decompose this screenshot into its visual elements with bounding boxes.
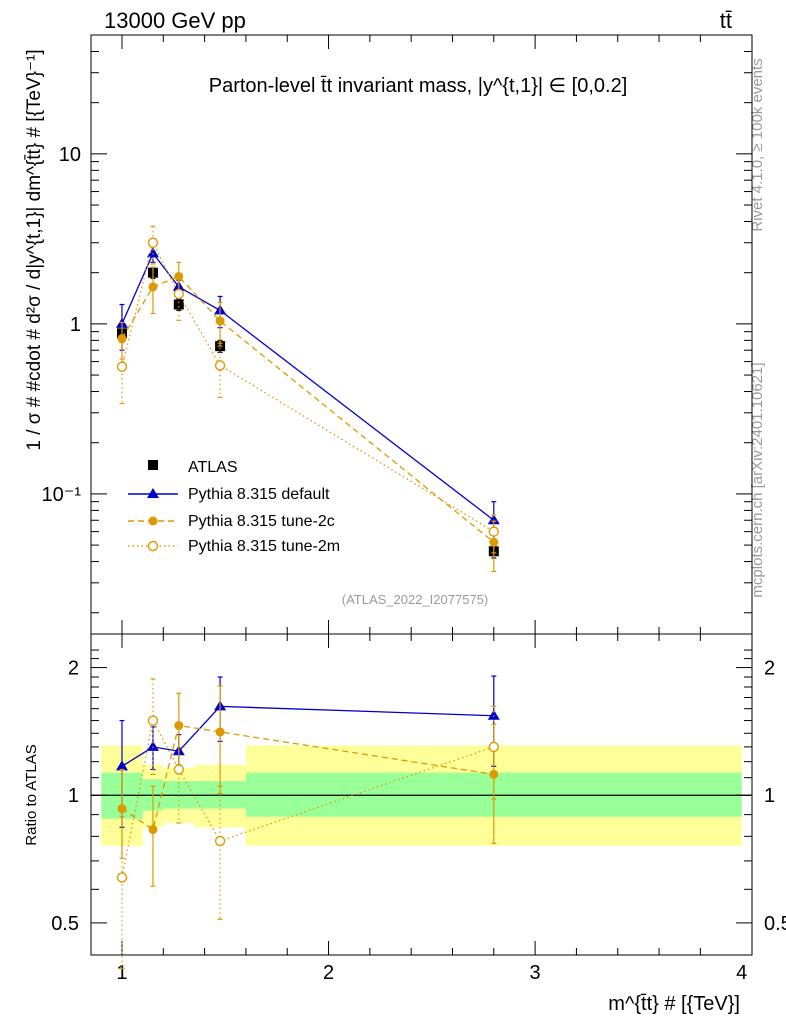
marker-ratio-pythia-8-315-tune-2m — [147, 715, 159, 726]
main-axes: 10⁻¹ 1 10 — [42, 34, 753, 635]
rivet-label: Rivet 4.1.0, ≥ 100k events — [749, 58, 766, 231]
ratio-frame — [90, 633, 753, 956]
marker-ratio-pythia-8-315-tune-2m — [488, 741, 499, 753]
y-tick-label-main: 10⁻¹ — [42, 484, 82, 506]
mcplots-label: mcplots.cern.ch [arXiv:2401.10621] — [749, 362, 766, 597]
main-series — [115, 225, 500, 573]
y-tick-label-ratio-right: 0.5 — [764, 913, 786, 935]
x-tick-label: 3 — [530, 962, 541, 984]
marker-main-pythia-8-315-tune-2m — [173, 288, 184, 300]
x-tick-label: 4 — [736, 962, 747, 984]
marker-ratio-pythia-8-315-default — [487, 709, 500, 720]
y-tick-label-ratio-right: 1 — [764, 785, 775, 807]
y-tick-label-ratio: 2 — [68, 658, 79, 680]
legend-label-default: Pythia 8.315 default — [188, 486, 330, 503]
marker-ratio-pythia-8-315-tune-2c — [215, 727, 225, 737]
marker-ratio-pythia-8-315-default — [146, 740, 159, 751]
legend-marker-tune2c — [148, 516, 158, 526]
ratio-ylabel: Ratio to ATLAS — [23, 744, 40, 845]
marker-ratio-pythia-8-315-tune-2c — [117, 804, 127, 814]
legend-label-atlas: ATLAS — [188, 459, 238, 476]
marker-main-pythia-8-315-tune-2m — [116, 361, 128, 372]
marker-main-atlas — [173, 299, 184, 310]
watermark: (ATLAS_2022_I2077575) — [342, 592, 488, 607]
marker-main-pythia-8-315-tune-2c — [148, 282, 158, 292]
marker-ratio-pythia-8-315-tune-2c — [148, 825, 158, 835]
y-tick-label-ratio: 1 — [68, 785, 79, 807]
ratio-series — [115, 675, 500, 970]
ratio-axes: 0.5 0.5 1 1 2 2 1 2 3 4 — [51, 633, 786, 984]
marker-main-pythia-8-315-tune-2m — [214, 360, 226, 371]
main-ylabel: 1 / σ # #cdot # d²σ / d|y^{t,1}| dm^{t̄t… — [24, 49, 45, 450]
y-tick-label-main: 1 — [70, 314, 81, 336]
legend: ATLAS Pythia 8.315 default Pythia 8.315 … — [128, 459, 340, 555]
marker-main-pythia-8-315-tune-2m — [147, 237, 159, 248]
y-tick-label-main: 10 — [59, 144, 81, 166]
marker-main-pythia-8-315-default — [487, 514, 500, 525]
legend-label-tune2m: Pythia 8.315 tune-2m — [188, 538, 340, 555]
legend-marker-atlas — [148, 460, 158, 470]
process-label: tt̄ — [720, 8, 732, 33]
y-tick-label-ratio-right: 2 — [764, 658, 775, 680]
x-axis-label: m^{t̄t} # [{TeV}] — [608, 993, 740, 1015]
legend-marker-tune2m — [147, 540, 159, 552]
legend-label-tune2c: Pythia 8.315 tune-2c — [188, 513, 335, 530]
main-title: Parton-level t̄t invariant mass, |y^{t,1… — [209, 75, 628, 97]
x-tick-label: 1 — [116, 962, 127, 984]
marker-ratio-pythia-8-315-tune-2m — [214, 835, 226, 847]
marker-main-pythia-8-315-tune-2m — [488, 526, 499, 537]
marker-ratio-pythia-8-315-default — [115, 760, 128, 771]
legend-marker-default — [147, 488, 159, 498]
series-line-main-pythia-8-315-tune-2c — [121, 275, 495, 543]
y-tick-label-ratio: 0.5 — [51, 913, 79, 935]
marker-main-pythia-8-315-default — [146, 247, 159, 258]
marker-ratio-pythia-8-315-tune-2m — [173, 764, 184, 775]
marker-main-pythia-8-315-tune-2c — [117, 334, 127, 344]
marker-main-pythia-8-315-tune-2c — [215, 316, 225, 326]
marker-ratio-pythia-8-315-tune-2m — [116, 872, 128, 883]
energy-label: 13000 GeV pp — [104, 8, 246, 33]
x-tick-label: 2 — [323, 962, 334, 984]
